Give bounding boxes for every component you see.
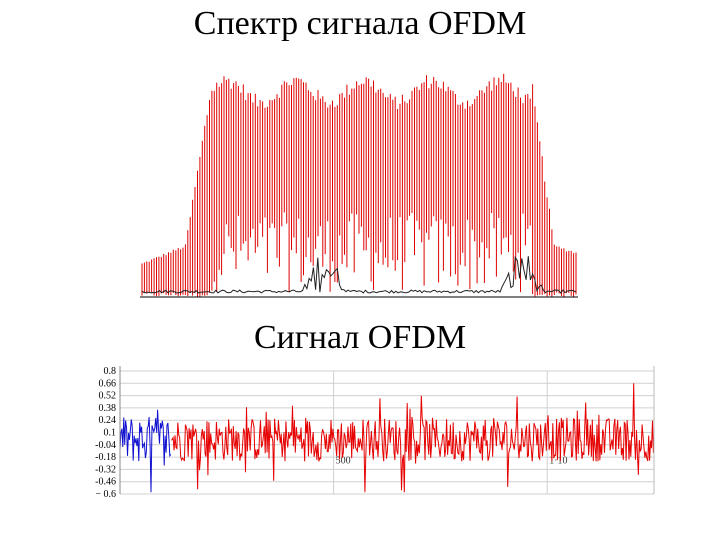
signal-y-tick-label: -0.04: [95, 440, 116, 451]
signal-y-tick-label: -0.46: [95, 477, 116, 488]
signal-y-tick-label: 0.1: [104, 428, 117, 439]
signal-main-series: [170, 383, 654, 493]
signal-y-tick-label: − 0.6: [95, 489, 116, 500]
spectrum-side-lobes: [141, 255, 577, 294]
signal-y-tick-label: 0.66: [99, 378, 117, 389]
signal-y-ticks: 0.80.66 0.520.380.24 0.1-0.04-0.18-0.32 -0.…: [95, 366, 116, 500]
signal-y-tick-label: -0.18: [95, 452, 116, 463]
spectrum-title: Спектр сигнала OFDM: [193, 5, 527, 42]
signal-y-tick-label: 0.52: [99, 391, 117, 402]
signal-title: Сигнал OFDM: [253, 319, 467, 356]
signal-y-tick-label: 0.24: [99, 415, 117, 426]
signal-y-tick-label: 0.38: [99, 403, 117, 414]
spectrum-lines: [141, 73, 577, 297]
signal-y-tick-label: 0.8: [104, 366, 117, 377]
signal-x-tick-label: 500: [336, 455, 351, 466]
signal-grid: [120, 370, 654, 495]
signal-x-tick-label: 1·10: [549, 455, 567, 466]
signal-y-tick-label: -0.32: [95, 464, 116, 475]
signal-x-ticks: 500 1·10: [336, 455, 568, 466]
signal-prefix-series: [119, 409, 172, 493]
